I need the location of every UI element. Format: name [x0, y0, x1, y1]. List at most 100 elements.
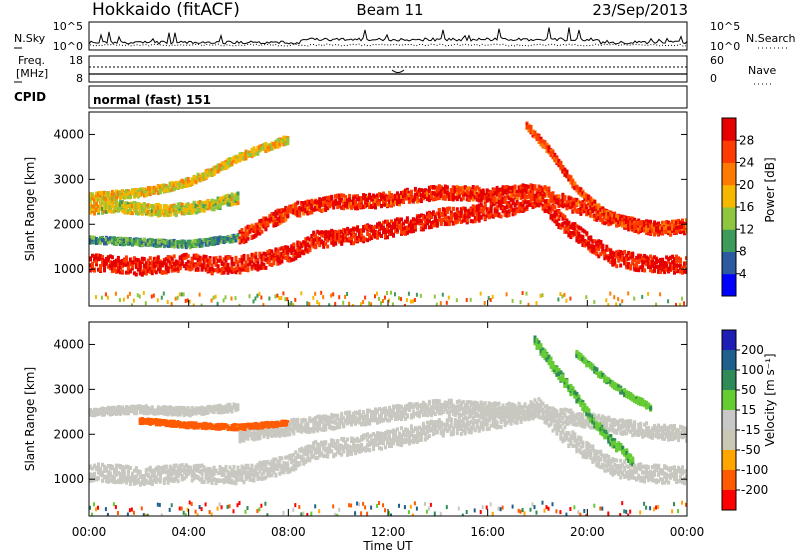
heatmap-cell [125, 255, 128, 259]
heatmap-cell [111, 255, 114, 259]
station-title: Hokkaido (fitACF) [92, 0, 240, 20]
heatmap-cell [412, 299, 414, 303]
heatmap-cell [171, 302, 173, 306]
heatmap-cell [585, 295, 587, 299]
heatmap-cell [561, 295, 563, 299]
heatmap-cell [548, 186, 551, 190]
heatmap-cell [617, 297, 619, 301]
heatmap-cell [131, 264, 134, 268]
heatmap-cell [609, 292, 611, 296]
heatmap-cell [434, 295, 436, 299]
heatmap-cell [619, 303, 621, 307]
heatmap-cell [462, 196, 465, 200]
heatmap-cell [260, 296, 262, 300]
heatmap-cell [179, 266, 182, 270]
heatmap-cell [378, 297, 380, 301]
cpid-panel: CPID normal (fast) 151 [14, 86, 687, 108]
noise-panel: N.Sky 10^5 10^0 10^5 10^0 N.Search [14, 20, 796, 53]
heatmap-cell [627, 291, 629, 295]
heatmap-cell [292, 243, 295, 247]
heatmap-cell [217, 302, 219, 306]
heatmap-cell [137, 293, 139, 297]
heatmap-cell [151, 295, 153, 299]
noise-search-label: N.Search [746, 32, 796, 45]
heatmap-cell [601, 244, 604, 248]
freq-panel-frame [89, 56, 687, 82]
heatmap-cell [298, 214, 301, 218]
heatmap-cell [390, 291, 392, 295]
heatmap-cell [563, 215, 566, 219]
heatmap-cell [599, 240, 602, 244]
noise-sky-label: N.Sky [14, 32, 46, 45]
beam-title: Beam 11 [356, 1, 423, 19]
heatmap-cell [276, 294, 278, 298]
heatmap-cell [296, 201, 299, 205]
heatmap-cell [231, 297, 233, 301]
heatmap-cell [280, 296, 282, 300]
heatmap-cell [280, 260, 283, 264]
heatmap-cell [143, 291, 145, 295]
heatmap-cell [286, 214, 289, 218]
heatmap-cell [308, 248, 311, 252]
heatmap-cell [93, 212, 96, 216]
heatmap-cell [484, 301, 486, 305]
heatmap-cell [526, 292, 528, 296]
heatmap-cell [408, 292, 410, 296]
heatmap-cell [129, 292, 131, 296]
heatmap-cell [133, 299, 135, 303]
heatmap-cell [247, 237, 250, 241]
heatmap-cell [605, 298, 607, 302]
heatmap-cell [647, 292, 649, 296]
heatmap-cell [121, 269, 124, 273]
heatmap-cell [332, 206, 335, 210]
heatmap-cell [530, 125, 533, 129]
heatmap-cell [254, 297, 256, 301]
heatmap-cell [386, 291, 388, 295]
heatmap-cell [308, 302, 310, 306]
noise-left-tick-low: 10^0 [53, 40, 83, 53]
heatmap-cell [448, 222, 451, 226]
noise-search-trace [89, 44, 686, 46]
heatmap-cell [540, 294, 542, 298]
heatmap-cell [402, 200, 405, 204]
heatmap-cell [334, 242, 337, 246]
heatmap-cell [187, 254, 190, 258]
heatmap-cell [131, 303, 133, 307]
cpid-label: CPID [14, 90, 46, 104]
heatmap-cell [179, 292, 181, 296]
heatmap-cell [264, 227, 267, 231]
heatmap-cell [557, 298, 559, 302]
freq-panel: Freq. [MHz] 18 8 60 0 Nave [14, 54, 776, 85]
heatmap-cell [213, 296, 215, 300]
heatmap-cell [119, 298, 121, 302]
heatmap-cell [99, 268, 102, 272]
heatmap-cell [374, 294, 376, 298]
heatmap-cell [247, 268, 250, 272]
heatmap-cell [490, 298, 492, 302]
heatmap-cell [334, 302, 336, 306]
heatmap-cell [362, 300, 364, 304]
heatmap-cell [181, 292, 183, 296]
heatmap-cell [470, 298, 472, 302]
heatmap-cell [410, 190, 413, 194]
heatmap-cell [95, 295, 97, 299]
heatmap-cell [105, 292, 107, 296]
freq-right-tick-low: 0 [710, 72, 717, 85]
heatmap-cell [330, 294, 332, 298]
heatmap-cell [157, 298, 159, 302]
heatmap-cell [563, 293, 565, 297]
heatmap-cell [631, 252, 634, 256]
heatmap-cell [312, 296, 314, 300]
heatmap-cell [552, 191, 555, 195]
heatmap-cell [512, 299, 514, 303]
heatmap-cell [103, 268, 106, 272]
heatmap-cell [593, 300, 595, 304]
nave-label: Nave [748, 64, 776, 77]
heatmap-cell [400, 297, 402, 301]
heatmap-cell [161, 296, 163, 300]
heatmap-cell [175, 297, 177, 301]
heatmap-cell [314, 292, 316, 296]
heatmap-cell [532, 190, 535, 194]
